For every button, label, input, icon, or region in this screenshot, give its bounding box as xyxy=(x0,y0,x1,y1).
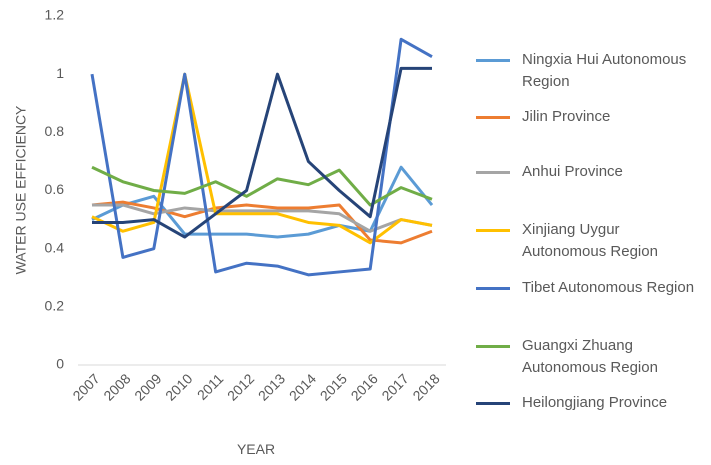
legend-label: Heilongjiang Province xyxy=(522,394,668,411)
x-tick-label: 2010 xyxy=(162,370,195,403)
legend-label: Jilin Province xyxy=(522,108,611,125)
y-tick-label: 0.4 xyxy=(45,239,65,255)
x-tick-label: 2014 xyxy=(286,370,319,403)
y-tick-label: 1.2 xyxy=(45,7,65,23)
y-axis-title: WATER USE EFFICIENCY xyxy=(13,105,29,274)
legend-swatch xyxy=(476,229,510,232)
x-tick-label: 2017 xyxy=(378,370,411,403)
y-tick-label: 0 xyxy=(56,356,64,372)
y-tick-label: 0.6 xyxy=(45,181,65,197)
legend-swatch xyxy=(476,401,510,405)
x-tick-label: 2009 xyxy=(131,370,164,403)
series-line xyxy=(90,37,433,277)
legend-swatch xyxy=(476,115,510,119)
legend-swatch xyxy=(476,286,510,290)
series-line xyxy=(92,66,432,239)
legend-item: Tibet Autonomous Region xyxy=(476,277,711,299)
x-tick-label: 2012 xyxy=(224,370,257,403)
legend-swatch xyxy=(476,345,510,348)
legend-item: Ningxia Hui Autonomous Region xyxy=(476,49,711,93)
x-tick-label: 2007 xyxy=(69,370,102,403)
legend-item: Anhui Province xyxy=(476,161,711,183)
series-line xyxy=(91,165,433,207)
y-tick-label: 0.8 xyxy=(45,123,65,139)
y-tick-label: 0.2 xyxy=(45,298,65,314)
legend-label: Guangxi Zhuang Autonomous Region xyxy=(522,337,658,376)
legend-item: Heilongjiang Province xyxy=(476,392,711,414)
y-tick-label: 1 xyxy=(56,65,64,81)
legend-label: Anhui Province xyxy=(522,163,623,180)
legend-item: Guangxi Zhuang Autonomous Region xyxy=(476,335,711,379)
legend-label: Tibet Autonomous Region xyxy=(522,279,695,296)
legend-item: Xinjiang Uygur Autonomous Region xyxy=(476,219,711,263)
x-axis-title: YEAR xyxy=(237,441,275,457)
x-tick-label: 2011 xyxy=(194,370,227,403)
x-tick-label: 2008 xyxy=(100,370,133,403)
legend-label: Xinjiang Uygur Autonomous Region xyxy=(522,221,658,260)
legend-item: Jilin Province xyxy=(476,106,711,128)
x-tick-label: 2016 xyxy=(348,370,381,403)
x-tick-label: 2013 xyxy=(255,370,288,403)
legend-swatch xyxy=(476,59,510,62)
legend-swatch xyxy=(476,170,510,174)
x-tick-label: 2015 xyxy=(317,370,350,403)
x-tick-label: 2018 xyxy=(409,370,442,403)
legend-label: Ningxia Hui Autonomous Region xyxy=(522,51,687,90)
